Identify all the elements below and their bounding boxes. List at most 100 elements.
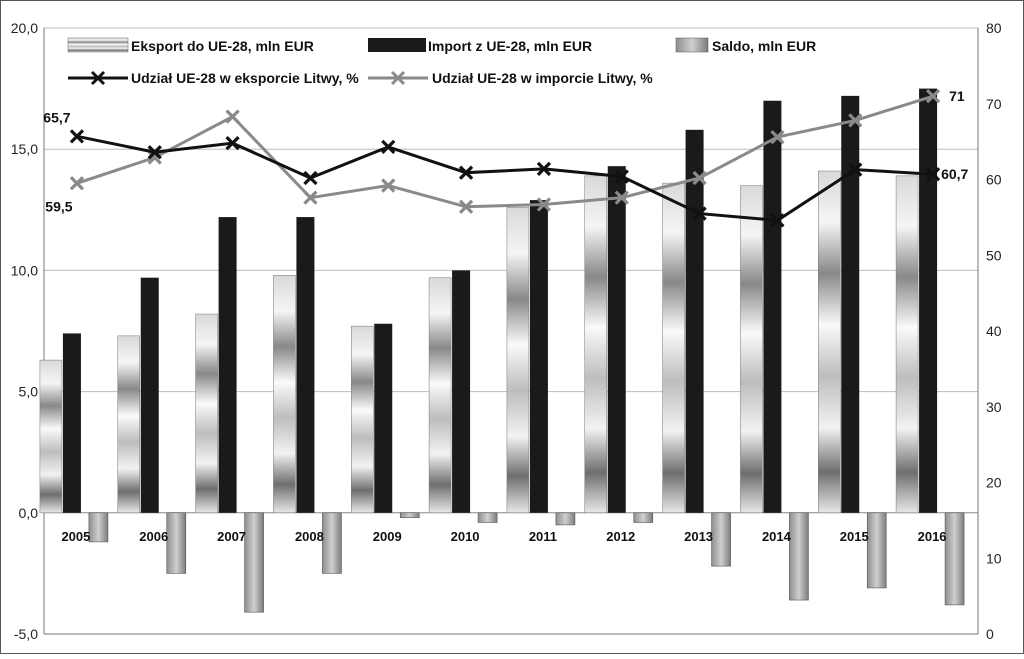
line-import-share bbox=[76, 94, 934, 209]
bar-import bbox=[529, 200, 548, 513]
bar-export bbox=[662, 182, 685, 514]
bar-export bbox=[506, 207, 530, 514]
bar-saldo bbox=[866, 512, 887, 589]
bar-saldo bbox=[555, 512, 576, 526]
y-right-tick-label: 30 bbox=[986, 399, 1002, 415]
bar-saldo bbox=[633, 512, 654, 523]
legend-label-import-share: Udział UE-28 w imporcie Litwy, % bbox=[432, 70, 653, 86]
x-axis-labels: 2005 2006 2007 2008 2009 2010 2011 2012 2013 2014… bbox=[61, 529, 946, 544]
bar-import bbox=[218, 217, 237, 513]
x-tick-label: 2012 bbox=[606, 529, 635, 544]
y-right-tick-label: 50 bbox=[986, 247, 1002, 263]
bar-import bbox=[841, 95, 860, 513]
bar-import bbox=[140, 277, 159, 513]
y-right-tick-label: 70 bbox=[986, 96, 1002, 112]
y-right-tick-label: 0 bbox=[986, 626, 994, 642]
x-tick-label: 2008 bbox=[295, 529, 324, 544]
legend-item-import-share: Udział UE-28 w imporcie Litwy, % bbox=[368, 70, 653, 86]
marker-export-share bbox=[692, 206, 707, 221]
bar-saldo bbox=[322, 512, 342, 574]
y-left-tick-label: 20,0 bbox=[11, 20, 38, 36]
marker-import-share bbox=[225, 109, 240, 124]
legend-label-import: Import z UE-28, mln EUR bbox=[428, 38, 592, 54]
legend: Eksport do UE-28, mln EUR Import z UE-28… bbox=[67, 37, 816, 86]
bar-export bbox=[273, 274, 296, 514]
bar-saldo bbox=[166, 512, 187, 574]
x-tick-label: 2011 bbox=[529, 529, 557, 544]
y-left-tick-label: 15,0 bbox=[11, 141, 38, 157]
bar-saldo bbox=[399, 512, 420, 518]
x-tick-label: 2013 bbox=[684, 529, 713, 544]
marker-export-share bbox=[925, 167, 941, 182]
marker-import-share bbox=[614, 190, 629, 205]
marker-import-share bbox=[692, 170, 707, 186]
marker-export-share bbox=[848, 162, 863, 177]
marker-export-share bbox=[147, 145, 162, 160]
bar-saldo bbox=[944, 512, 965, 606]
y-left-tick-label: 10,0 bbox=[11, 262, 38, 278]
bar-saldo bbox=[477, 512, 498, 523]
marker-import-share bbox=[536, 197, 552, 212]
bar-saldo bbox=[711, 512, 731, 567]
bar-saldo bbox=[88, 512, 109, 543]
legend-item-export: Eksport do UE-28, mln EUR bbox=[67, 37, 314, 54]
legend-label-export-share: Udział UE-28 w eksporcie Litwy, % bbox=[131, 70, 359, 86]
legend-label-export: Eksport do UE-28, mln EUR bbox=[131, 38, 314, 54]
y-left-tick-label: -5,0 bbox=[14, 626, 38, 642]
bar-import bbox=[685, 129, 704, 513]
marker-export-share bbox=[614, 169, 629, 184]
bar-export bbox=[895, 175, 919, 514]
y-right-tick-label: 40 bbox=[986, 323, 1002, 339]
bar-export bbox=[740, 185, 763, 514]
x-tick-label: 2010 bbox=[451, 529, 480, 544]
bar-saldo bbox=[244, 512, 264, 613]
marker-import-share bbox=[458, 199, 474, 214]
legend-item-import: Import z UE-28, mln EUR bbox=[368, 38, 592, 54]
x-tick-label: 2016 bbox=[918, 529, 947, 544]
y-axis-left: -5,0 0,0 5,0 10,0 15,0 20,0 bbox=[11, 20, 978, 642]
data-label-import-share-first: 59,5 bbox=[45, 198, 72, 214]
bar-export bbox=[195, 313, 218, 514]
bar-export bbox=[39, 359, 63, 514]
marker-export-share bbox=[536, 161, 552, 177]
legend-marker-export-share bbox=[90, 70, 106, 86]
marker-export-share bbox=[69, 129, 85, 144]
bars bbox=[39, 88, 965, 613]
x-tick-label: 2007 bbox=[217, 529, 246, 544]
x-tick-label: 2015 bbox=[840, 529, 869, 544]
marker-import-share bbox=[69, 176, 85, 191]
bar-saldo bbox=[789, 512, 809, 601]
legend-marker-import-share bbox=[390, 70, 406, 86]
bar-export bbox=[351, 325, 374, 514]
data-label-import-share-last: 71 bbox=[949, 88, 965, 104]
legend-item-saldo: Saldo, mln EUR bbox=[675, 37, 816, 54]
bar-import bbox=[62, 333, 81, 513]
bar-export bbox=[428, 277, 452, 514]
marker-import-share bbox=[848, 113, 863, 128]
marker-import-share bbox=[381, 178, 396, 193]
bar-import bbox=[374, 323, 393, 513]
legend-swatch-saldo bbox=[675, 37, 709, 53]
y-axis-right: 0 10 20 30 40 50 60 70 80 bbox=[977, 20, 1002, 642]
data-label-export-share-first: 65,7 bbox=[43, 109, 70, 125]
marker-import-share bbox=[770, 129, 785, 145]
bar-export bbox=[818, 170, 841, 514]
bar-import bbox=[452, 270, 471, 513]
marker-export-share bbox=[381, 139, 396, 155]
legend-item-export-share: Udział UE-28 w eksporcie Litwy, % bbox=[68, 70, 359, 86]
bar-import bbox=[919, 88, 938, 513]
marker-export-share bbox=[225, 136, 240, 151]
bar-export bbox=[117, 335, 140, 514]
legend-swatch-export bbox=[67, 37, 129, 53]
bar-import bbox=[296, 217, 315, 513]
data-labels: 65,7 59,5 71 60,7 bbox=[43, 88, 968, 214]
marker-export-share bbox=[458, 165, 474, 180]
data-label-export-share-last: 60,7 bbox=[941, 166, 968, 182]
y-left-tick-label: 0,0 bbox=[19, 505, 39, 521]
bar-import bbox=[763, 100, 782, 513]
line-export-share bbox=[76, 134, 934, 222]
y-right-tick-label: 20 bbox=[986, 475, 1002, 491]
marker-export-share bbox=[770, 213, 785, 228]
